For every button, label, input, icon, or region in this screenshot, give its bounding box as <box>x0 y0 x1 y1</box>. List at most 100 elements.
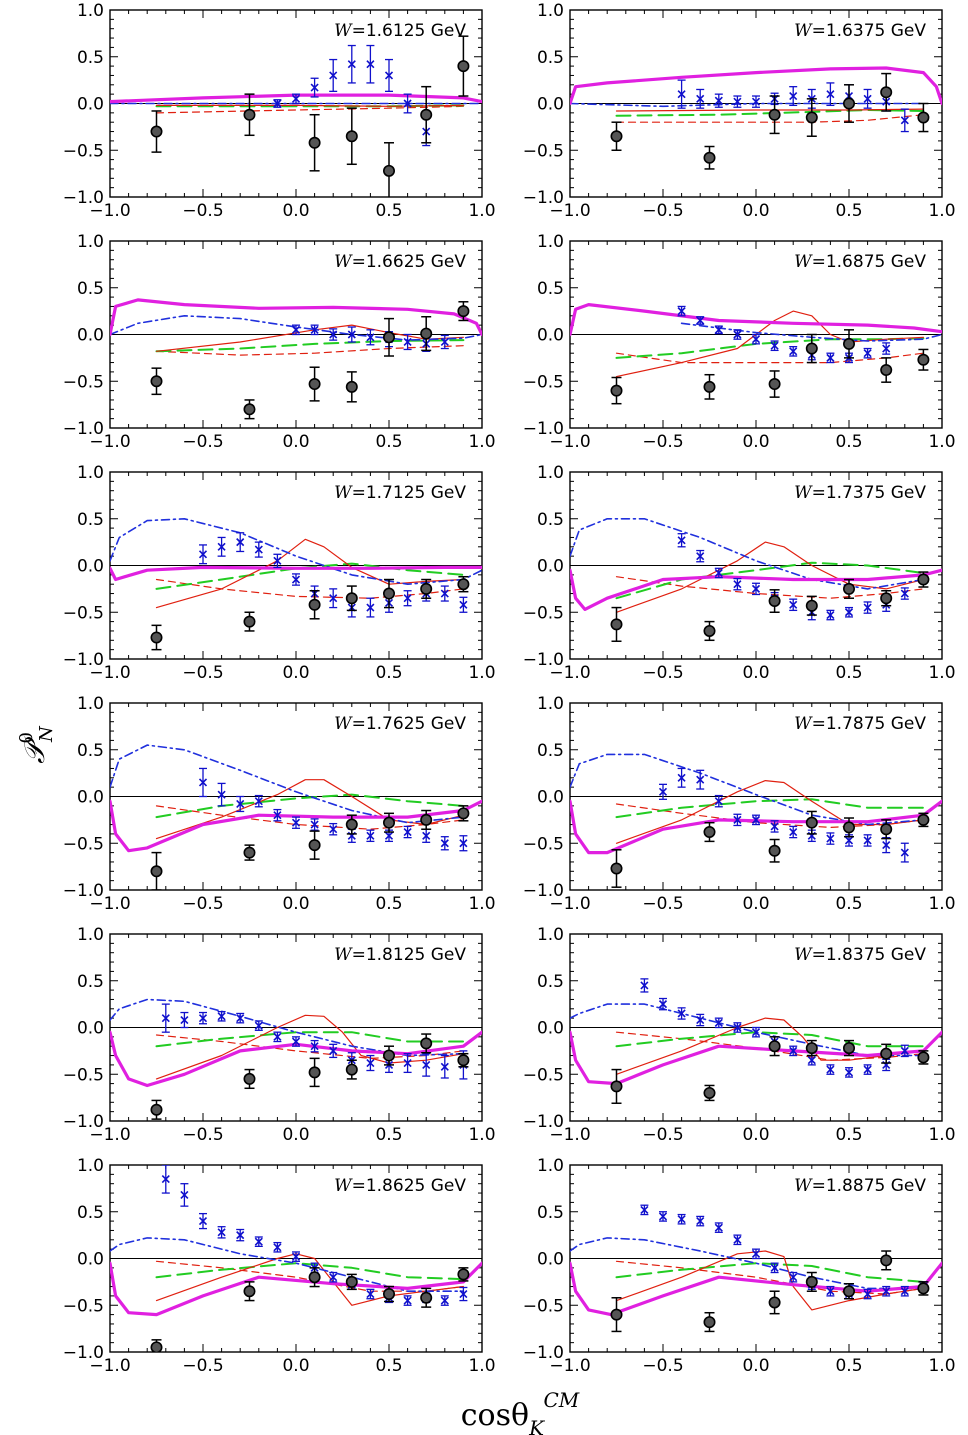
black-data-point <box>345 814 358 835</box>
x-tick-label: −0.5 <box>182 894 223 914</box>
y-tick-label: −1.0 <box>63 1112 104 1132</box>
y-tick-label: −0.5 <box>523 834 564 854</box>
y-tick-label: 1.0 <box>537 1156 564 1176</box>
blue-data-point <box>826 1064 835 1075</box>
model-curve-green-longdash <box>615 1031 925 1048</box>
black-data-point <box>382 812 395 833</box>
blue-data-point <box>403 590 412 607</box>
blue-data-point <box>733 577 742 591</box>
y-tick-label: −0.5 <box>63 372 104 392</box>
blue-data-point <box>733 329 742 340</box>
panel-energy-label: W=1.6875 GeV <box>794 252 926 272</box>
blue-data-point <box>789 1045 798 1057</box>
blue-data-point <box>440 836 449 851</box>
black-data-point <box>345 1273 358 1291</box>
black-data-point <box>610 606 623 642</box>
blue-data-point <box>291 573 301 586</box>
black-data-point <box>150 110 163 153</box>
x-tick-label: 0.0 <box>742 1125 769 1145</box>
x-tick-label: 0.0 <box>742 663 769 683</box>
blue-data-point <box>696 88 705 109</box>
x-tick-label: 0.0 <box>742 201 769 221</box>
x-tick-label: 1.0 <box>928 663 955 683</box>
blue-data-point <box>180 1011 189 1029</box>
blue-data-point <box>751 1026 761 1038</box>
blue-data-point <box>733 813 742 827</box>
x-tick-label: −1.0 <box>89 1125 130 1145</box>
blue-data-point <box>198 1212 208 1230</box>
black-data-point <box>805 1039 818 1057</box>
blue-data-point <box>440 1054 449 1079</box>
y-tick-label: −0.5 <box>63 834 104 854</box>
x-tick-label: −0.5 <box>182 432 223 452</box>
y-tick-label: 0.5 <box>77 510 104 530</box>
blue-data-point <box>733 1234 742 1246</box>
blue-data-point <box>789 598 798 612</box>
black-data-point <box>457 575 470 593</box>
y-tick-label: 1.0 <box>77 1 104 21</box>
black-data-point <box>345 371 358 403</box>
blue-data-point <box>751 582 761 596</box>
blue-data-point <box>807 1054 816 1066</box>
blue-data-point <box>403 1053 412 1074</box>
blue-data-point <box>677 533 686 548</box>
blue-data-point <box>714 567 723 579</box>
blue-data-point <box>236 1228 245 1242</box>
x-tick-label: −1.0 <box>549 201 590 221</box>
x-tick-label: 0.0 <box>282 663 309 683</box>
y-tick-label: 0.0 <box>537 1250 564 1270</box>
blue-data-point <box>273 553 282 569</box>
x-tick-label: 1.0 <box>468 432 495 452</box>
plot-area <box>110 298 482 420</box>
panel: −1.0 −0.5 0.0 0.5 1.0 −1.0 −0.5 0.0 0.5 1.0 W=1.78… <box>523 694 956 914</box>
blue-data-point <box>236 532 245 553</box>
y-tick-label: −0.5 <box>523 372 564 392</box>
blue-data-point <box>217 1010 226 1022</box>
blue-data-point <box>347 44 356 84</box>
black-data-point <box>768 370 781 398</box>
x-tick-label: 1.0 <box>468 1356 495 1376</box>
black-data-point <box>842 1282 855 1300</box>
y-tick-label: −1.0 <box>63 650 104 670</box>
blue-data-point <box>863 1064 872 1075</box>
blue-data-point <box>329 1271 338 1283</box>
x-tick-label: −0.5 <box>182 1125 223 1145</box>
blue-data-point <box>329 328 338 341</box>
blue-data-point <box>310 1039 319 1053</box>
blue-data-point <box>696 1013 705 1027</box>
blue-data-point <box>366 1288 375 1300</box>
panel: −1.0 −0.5 0.0 0.5 1.0 −1.0 −0.5 0.0 0.5 1.0 W=1.83… <box>523 925 956 1145</box>
plot-area <box>570 518 942 642</box>
y-tick-label: 1.0 <box>537 925 564 945</box>
blue-data-point <box>347 326 356 343</box>
blue-data-point <box>640 1204 649 1216</box>
blue-data-point <box>826 832 835 845</box>
y-tick-label: 0.0 <box>537 1019 564 1039</box>
x-tick-label: −1.0 <box>89 663 130 683</box>
black-data-point <box>382 317 395 357</box>
x-tick-label: −1.0 <box>89 1356 130 1376</box>
y-tick-label: −0.5 <box>523 141 564 161</box>
x-tick-label: 0.0 <box>282 1356 309 1376</box>
black-data-point <box>842 817 855 838</box>
x-tick-label: 0.0 <box>282 201 309 221</box>
x-tick-label: −0.5 <box>182 663 223 683</box>
black-data-point <box>917 1050 930 1065</box>
blue-data-point <box>273 808 282 822</box>
blue-data-point <box>863 347 872 359</box>
axis-ticks <box>109 471 483 660</box>
x-tick-label: 0.5 <box>835 663 862 683</box>
y-tick-label: 1.0 <box>537 463 564 483</box>
model-curve-magenta <box>110 298 482 337</box>
model-curve-green-longdash <box>155 339 465 353</box>
panel-energy-label: W=1.7625 GeV <box>334 714 466 734</box>
plot-area <box>110 518 482 651</box>
plot-area <box>110 35 482 197</box>
x-tick-label: 0.5 <box>835 894 862 914</box>
blue-data-point <box>714 794 723 808</box>
y-tick-label: 0.0 <box>77 95 104 115</box>
blue-data-point <box>882 836 891 854</box>
blue-data-point <box>217 782 226 807</box>
black-data-point <box>308 366 321 402</box>
blue-data-point <box>733 1022 742 1033</box>
